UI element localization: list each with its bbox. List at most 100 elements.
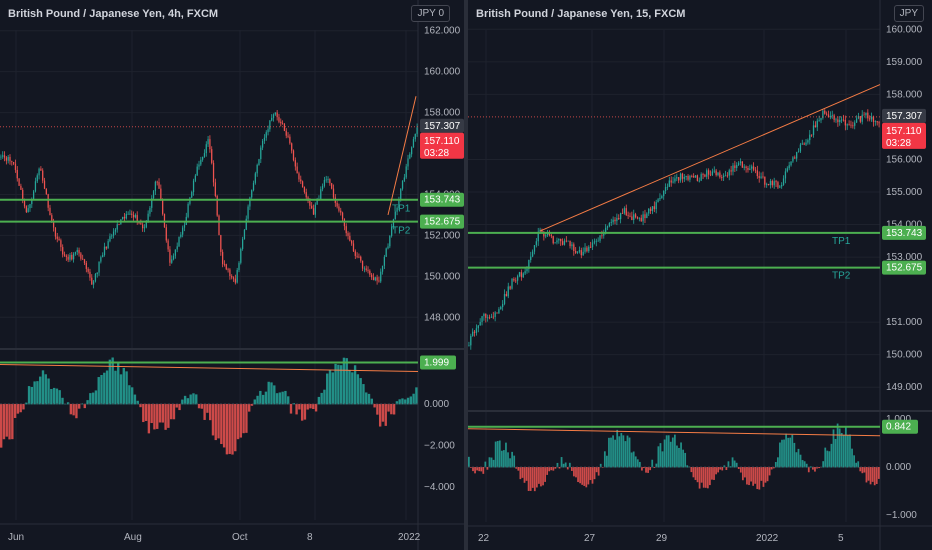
candle-body bbox=[260, 147, 262, 160]
candle-body bbox=[305, 192, 307, 198]
osc-bar bbox=[55, 388, 59, 405]
osc-bar bbox=[370, 398, 373, 405]
candle-body bbox=[831, 115, 833, 117]
candle-body bbox=[835, 119, 837, 121]
osc-bar bbox=[2, 403, 6, 440]
osc-bar bbox=[851, 448, 853, 468]
candle-body bbox=[356, 255, 358, 257]
osc-bar bbox=[175, 403, 178, 408]
osc-bar bbox=[353, 365, 357, 405]
candle-body bbox=[358, 256, 360, 258]
osc-bar bbox=[807, 467, 810, 473]
candle-body bbox=[818, 120, 820, 122]
candle-body bbox=[212, 162, 215, 183]
candle-body bbox=[709, 174, 712, 176]
cursor-readout: 0 bbox=[438, 8, 444, 19]
osc-bar bbox=[500, 450, 503, 468]
osc-bar bbox=[560, 457, 563, 468]
tp1-price-tag-bg bbox=[882, 225, 926, 240]
osc-bar bbox=[616, 429, 619, 468]
osc-bar bbox=[830, 443, 833, 468]
candle-body bbox=[492, 316, 494, 318]
osc-bar bbox=[523, 467, 526, 483]
osc-bar bbox=[130, 387, 134, 405]
osc-bar bbox=[564, 462, 567, 468]
candle-body bbox=[167, 240, 169, 250]
osc-bar bbox=[573, 467, 575, 477]
candle-body bbox=[243, 229, 246, 240]
candle-body bbox=[784, 171, 787, 179]
candle-body bbox=[809, 134, 811, 141]
osc-bar bbox=[836, 423, 839, 468]
candle-body bbox=[473, 331, 476, 333]
chart-canvas-4h[interactable]: 162.000160.000158.000154.000152.000150.0… bbox=[0, 0, 464, 550]
osc-bar bbox=[717, 467, 720, 473]
candle-body bbox=[762, 176, 764, 178]
osc-bar bbox=[571, 467, 573, 471]
candle-body bbox=[209, 139, 211, 150]
osc-bar bbox=[331, 372, 334, 405]
tp2-price-tag-bg bbox=[882, 260, 926, 275]
osc-bar bbox=[665, 435, 668, 468]
osc-bar bbox=[482, 467, 485, 474]
candle-body bbox=[396, 207, 398, 212]
osc-bar bbox=[844, 427, 847, 468]
time-tick-label: Aug bbox=[124, 532, 142, 543]
candle-body bbox=[563, 240, 566, 245]
osc-bar bbox=[871, 467, 874, 482]
osc-bar bbox=[756, 467, 759, 490]
candle-body bbox=[136, 215, 138, 223]
candle-body bbox=[612, 219, 614, 223]
candle-body bbox=[760, 176, 762, 178]
osc-bar bbox=[581, 467, 584, 485]
chart-canvas-15m[interactable]: 160.000 159.000 158.000 156.000 155.000 154.0… bbox=[468, 0, 932, 550]
osc-bar bbox=[620, 433, 623, 468]
osc-bar bbox=[597, 467, 600, 476]
osc-bar bbox=[505, 442, 507, 468]
osc-bar bbox=[517, 467, 520, 471]
osc-bar bbox=[111, 357, 114, 405]
osc-bar bbox=[867, 467, 870, 481]
osc-bar bbox=[13, 403, 17, 418]
osc-bar bbox=[86, 400, 89, 405]
osc-bar bbox=[799, 454, 802, 468]
candle-body bbox=[741, 161, 744, 168]
currency-badge[interactable]: JPY bbox=[893, 5, 924, 22]
candle-body bbox=[274, 112, 276, 115]
osc-bar bbox=[618, 436, 621, 468]
osc-bar bbox=[834, 438, 837, 468]
osc-bar bbox=[533, 467, 536, 492]
osc-bar bbox=[264, 391, 268, 405]
osc-bar bbox=[392, 403, 396, 415]
osc-bar bbox=[647, 467, 649, 473]
candle-body bbox=[256, 164, 258, 174]
candle-body bbox=[518, 272, 521, 277]
candle-body bbox=[852, 125, 854, 127]
candle-body bbox=[773, 181, 775, 186]
pane-divider[interactable] bbox=[464, 0, 468, 550]
candle-body bbox=[145, 222, 147, 228]
chart-pane-15m[interactable]: 160.000 159.000 158.000 156.000 155.000 154.0… bbox=[468, 0, 932, 550]
osc-bar bbox=[674, 434, 676, 468]
osc-bar bbox=[83, 403, 86, 409]
candle-body bbox=[569, 240, 571, 247]
candle-body bbox=[663, 190, 665, 197]
candle-body bbox=[522, 273, 524, 278]
currency-badge[interactable]: JPY 0 bbox=[411, 5, 450, 22]
candle-body bbox=[867, 112, 869, 119]
osc-bar bbox=[142, 403, 145, 423]
candle-body bbox=[341, 212, 344, 220]
osc-bar bbox=[11, 403, 14, 440]
osc-bar bbox=[721, 467, 724, 471]
candle-body bbox=[80, 253, 82, 259]
candle-body bbox=[238, 262, 240, 271]
osc-bar bbox=[488, 457, 491, 468]
osc-bar bbox=[378, 403, 382, 427]
osc-bar bbox=[41, 370, 45, 405]
osc-bar bbox=[770, 467, 773, 470]
chart-pane-4h[interactable]: 162.000160.000158.000154.000152.000150.0… bbox=[0, 0, 464, 550]
osc-bar bbox=[591, 467, 594, 484]
candle-body bbox=[301, 181, 304, 188]
osc-bar bbox=[19, 403, 22, 413]
osc-bar bbox=[339, 365, 343, 405]
